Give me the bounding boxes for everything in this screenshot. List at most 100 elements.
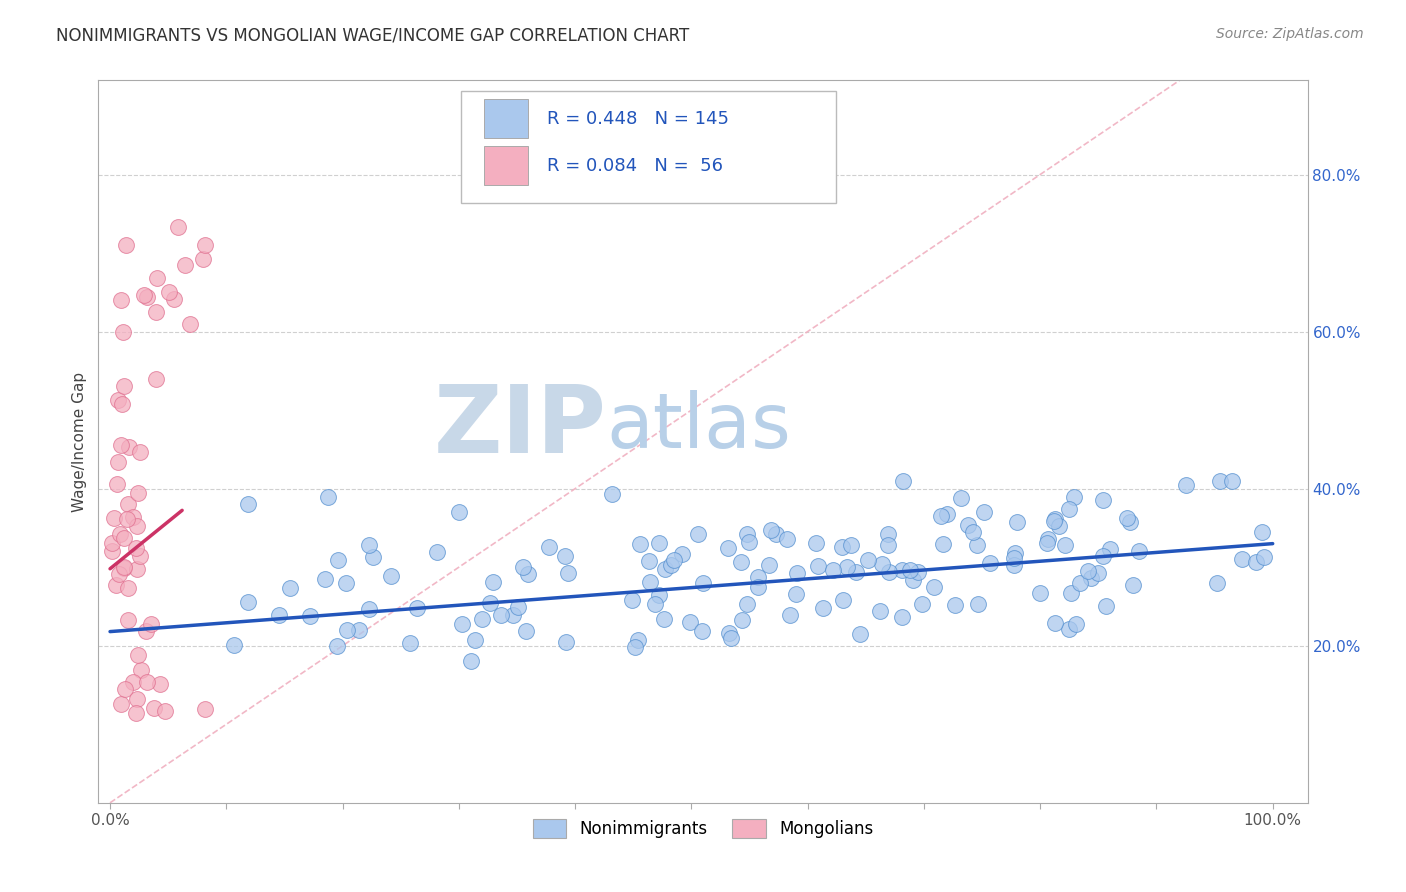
Point xyxy=(869,604,891,618)
Point xyxy=(821,563,844,577)
Point xyxy=(876,527,898,541)
Point xyxy=(779,607,801,622)
Point xyxy=(314,572,336,586)
Point xyxy=(148,677,170,691)
Point xyxy=(891,563,914,577)
Point xyxy=(898,563,921,577)
Point xyxy=(125,706,148,720)
Point xyxy=(512,560,534,574)
Point xyxy=(858,553,880,567)
Point xyxy=(654,561,676,575)
Point xyxy=(1004,546,1026,560)
Point xyxy=(924,580,946,594)
Point xyxy=(399,636,422,650)
Point xyxy=(1045,616,1067,631)
Point xyxy=(136,674,159,689)
Point xyxy=(731,613,754,627)
Point xyxy=(845,565,868,579)
Point xyxy=(236,595,259,609)
Point xyxy=(554,549,576,564)
Point xyxy=(775,532,797,546)
Point xyxy=(1250,524,1272,539)
Point xyxy=(935,507,957,521)
Point xyxy=(891,610,914,624)
Point xyxy=(318,490,340,504)
Point xyxy=(759,523,782,537)
Point xyxy=(1209,474,1232,488)
Point xyxy=(638,574,661,589)
Point xyxy=(224,638,246,652)
Point xyxy=(236,497,259,511)
Point xyxy=(557,566,579,580)
Point xyxy=(962,524,984,539)
Point xyxy=(1059,622,1081,636)
Point xyxy=(717,541,740,555)
Point xyxy=(127,519,149,533)
Point xyxy=(891,474,914,488)
Point xyxy=(517,567,540,582)
Point xyxy=(108,567,131,582)
Point xyxy=(835,559,858,574)
Point xyxy=(117,581,139,595)
FancyBboxPatch shape xyxy=(484,99,527,138)
Point xyxy=(911,597,934,611)
Point xyxy=(686,526,709,541)
Point xyxy=(648,589,671,603)
Point xyxy=(811,601,834,615)
Point xyxy=(1042,515,1064,529)
Point xyxy=(112,325,135,339)
Point xyxy=(901,574,924,588)
Point xyxy=(1099,542,1122,557)
Point xyxy=(112,560,135,574)
Point xyxy=(122,509,145,524)
Point xyxy=(110,438,132,452)
Point xyxy=(602,487,624,501)
Point xyxy=(103,510,125,524)
Point xyxy=(648,535,671,549)
Text: Source: ZipAtlas.com: Source: ZipAtlas.com xyxy=(1216,27,1364,41)
Point xyxy=(979,556,1001,570)
Point xyxy=(786,566,808,580)
Point xyxy=(127,486,149,500)
FancyBboxPatch shape xyxy=(484,146,527,186)
Point xyxy=(515,624,537,638)
Point xyxy=(720,632,742,646)
Point xyxy=(638,553,661,567)
Point xyxy=(1205,576,1227,591)
Point xyxy=(127,648,149,662)
Point xyxy=(737,535,759,549)
Point xyxy=(966,597,988,611)
Point xyxy=(326,553,349,567)
Point xyxy=(931,537,953,551)
Point xyxy=(111,397,134,411)
Point xyxy=(359,602,381,616)
Point xyxy=(129,549,152,563)
Point xyxy=(950,491,973,505)
Point xyxy=(117,613,139,627)
Point xyxy=(298,609,321,624)
Point xyxy=(1115,510,1137,524)
Point xyxy=(361,549,384,564)
Point xyxy=(957,517,980,532)
Point xyxy=(758,558,780,573)
Point xyxy=(100,536,122,550)
Point xyxy=(807,559,830,574)
Point xyxy=(336,624,359,638)
Point xyxy=(538,541,561,555)
Point xyxy=(929,509,952,524)
Point xyxy=(115,511,138,525)
Point xyxy=(110,697,132,711)
Point xyxy=(191,252,214,266)
Point xyxy=(125,692,148,706)
Point xyxy=(1128,543,1150,558)
Point xyxy=(335,576,357,591)
Point xyxy=(730,555,752,569)
Point xyxy=(145,305,167,319)
Point xyxy=(129,664,152,678)
Point xyxy=(870,557,893,571)
Point xyxy=(718,625,741,640)
Point xyxy=(426,545,449,559)
FancyBboxPatch shape xyxy=(461,91,837,203)
Point xyxy=(690,624,713,639)
Point xyxy=(1053,537,1076,551)
